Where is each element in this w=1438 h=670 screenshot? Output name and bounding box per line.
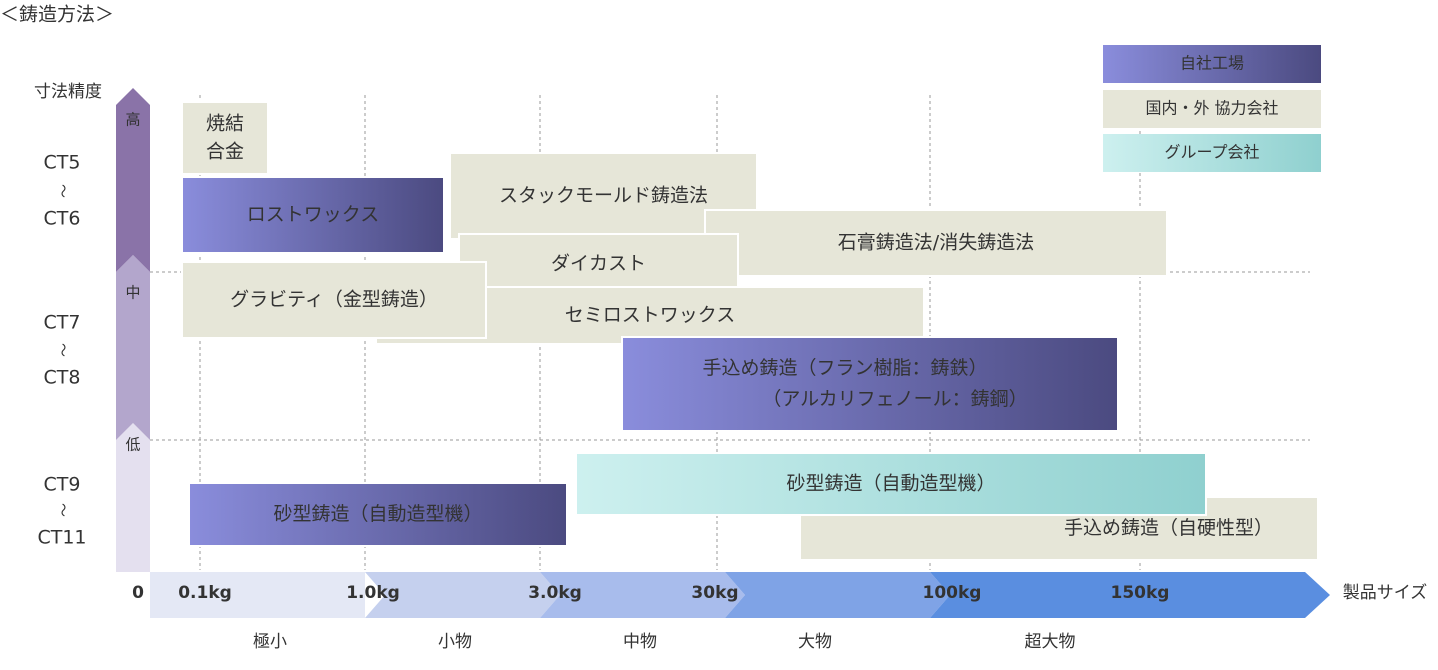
method-label: 合金: [206, 141, 244, 163]
category-label: 大物: [798, 632, 832, 652]
method-label: ダイカスト: [551, 253, 646, 275]
method-box: [458, 233, 739, 295]
size-label: 0: [132, 583, 144, 603]
method-box: [575, 452, 1207, 516]
x-arrow: [150, 572, 1330, 618]
category-label: 超大物: [1025, 632, 1076, 652]
method-box: [181, 261, 487, 339]
legend-label: 自社工場: [1180, 54, 1244, 73]
method-label: グラビティ（金型鋳造）: [230, 288, 438, 311]
category-label: 小物: [438, 632, 472, 652]
method-box: [621, 336, 1119, 432]
legend-label: 国内・外 協力会社: [1145, 99, 1278, 118]
size-label: 100kg: [923, 583, 982, 603]
level-label: 低: [125, 436, 140, 454]
y-axis-label: 寸法精度: [34, 82, 102, 102]
method-label: ロストワックス: [247, 204, 379, 226]
size-label: 3.0kg: [528, 583, 582, 603]
ct-label: 〜: [54, 343, 70, 357]
level-label: 中: [125, 284, 140, 302]
ct-label: 〜: [54, 184, 70, 198]
ct-label: CT11: [37, 527, 86, 549]
category-label: 中物: [623, 632, 657, 652]
size-label: 150kg: [1111, 583, 1170, 603]
method-label: 手込め鋳造（自硬性型）: [1064, 516, 1273, 539]
ct-label: 〜: [54, 503, 70, 517]
level-label: 高: [125, 111, 140, 129]
method-box: [181, 101, 269, 175]
method-box: [188, 482, 568, 547]
size-label: 1.0kg: [346, 583, 400, 603]
method-box: [704, 209, 1168, 277]
method-label: （アルカリフェノール：鋳鋼）: [762, 387, 1027, 410]
ct-label: CT5: [44, 152, 81, 174]
legend-label: グループ会社: [1164, 143, 1259, 162]
size-label: 0.1kg: [178, 583, 232, 603]
ct-label: CT8: [44, 367, 81, 389]
title: ＜鋳造方法＞: [0, 3, 114, 26]
method-box: [181, 176, 445, 254]
method-label: 手込め鋳造（フラン樹脂：鋳鉄）: [702, 356, 987, 379]
method-label: 石膏鋳造法/消失鋳造法: [838, 231, 1034, 254]
method-label: 焼結: [206, 113, 244, 135]
legend-swatch: [1103, 90, 1321, 128]
method-label: セミロストワックス: [565, 304, 735, 326]
legend-swatch: [1103, 134, 1321, 172]
legend-swatch: [1103, 45, 1321, 83]
y-arrow: [116, 88, 150, 572]
size-label: 30kg: [691, 583, 738, 603]
method-label: 砂型鋳造（自動造型機）: [786, 472, 995, 495]
ct-label: CT9: [44, 474, 81, 496]
category-label: 極小: [253, 632, 287, 652]
method-label: 砂型鋳造（自動造型機）: [273, 502, 482, 525]
ct-label: CT6: [44, 208, 81, 230]
ct-label: CT7: [44, 312, 81, 334]
method-label: スタックモールド鋳造法: [499, 184, 708, 207]
x-axis-label: 製品サイズ: [1343, 583, 1428, 603]
